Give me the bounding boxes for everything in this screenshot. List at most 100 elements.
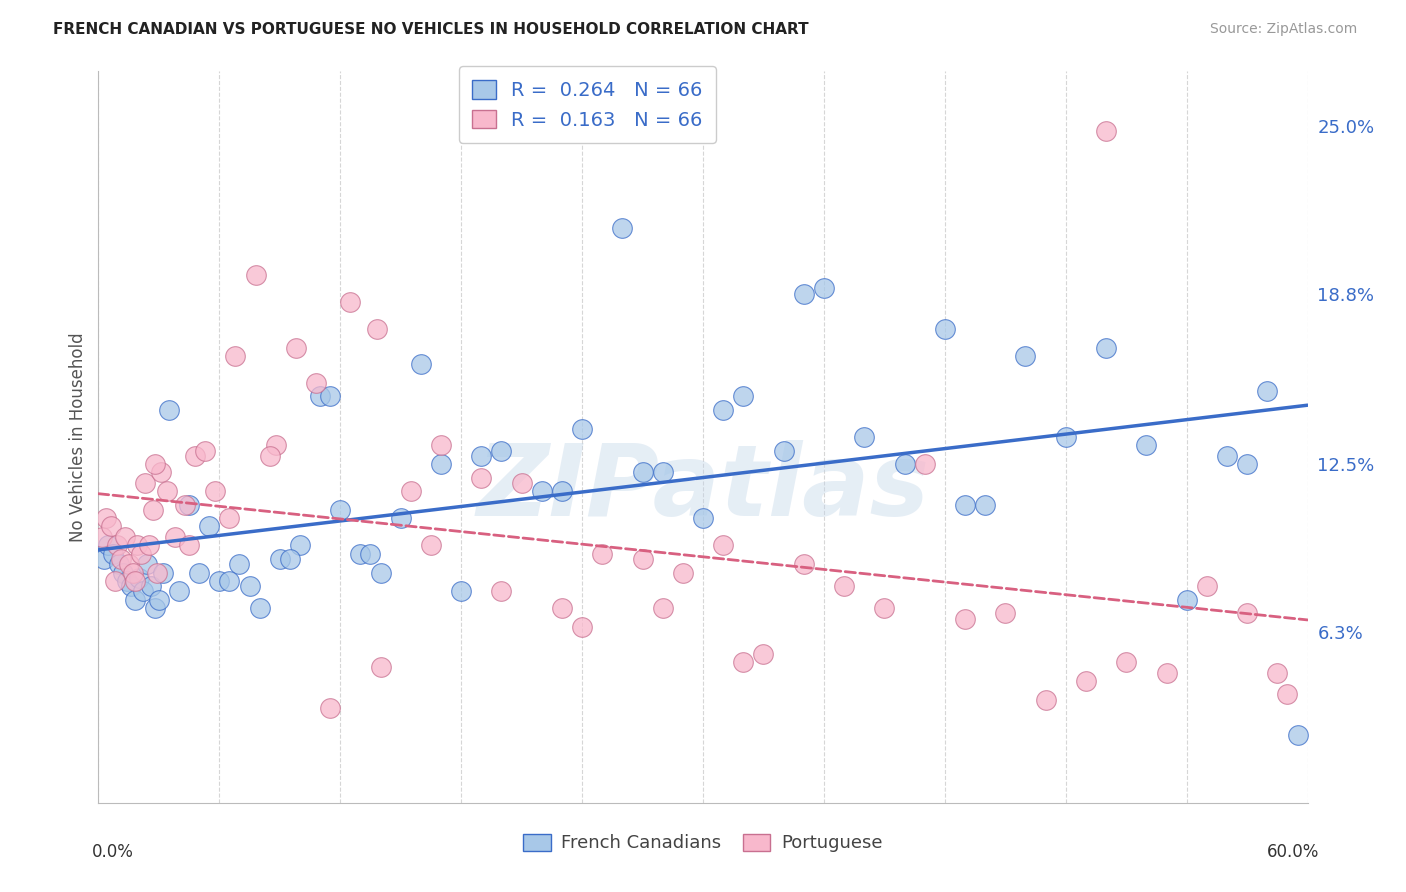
Point xyxy=(711,403,734,417)
Point xyxy=(124,574,146,588)
Point xyxy=(914,457,936,471)
Point xyxy=(450,584,472,599)
Point xyxy=(157,403,180,417)
Point xyxy=(138,538,160,552)
Point xyxy=(167,584,190,599)
Point xyxy=(124,592,146,607)
Point xyxy=(953,498,976,512)
Point xyxy=(288,538,311,552)
Point xyxy=(284,341,307,355)
Point xyxy=(672,566,695,580)
Point xyxy=(420,538,443,552)
Point xyxy=(309,389,332,403)
Point xyxy=(239,579,262,593)
Point xyxy=(208,574,231,588)
Point xyxy=(873,600,896,615)
Point xyxy=(389,511,412,525)
Point xyxy=(1074,673,1097,688)
Point xyxy=(111,566,134,580)
Point xyxy=(101,547,124,561)
Point xyxy=(1054,430,1077,444)
Point xyxy=(1195,579,1218,593)
Point xyxy=(631,465,654,479)
Point xyxy=(853,430,876,444)
Point xyxy=(631,552,654,566)
Point xyxy=(132,584,155,599)
Point xyxy=(259,449,281,463)
Point xyxy=(218,574,240,588)
Point xyxy=(1156,665,1178,680)
Point xyxy=(1286,728,1309,742)
Point xyxy=(793,558,815,572)
Point xyxy=(430,457,453,471)
Point xyxy=(163,530,186,544)
Point xyxy=(125,538,148,552)
Point xyxy=(269,552,291,566)
Point xyxy=(470,471,492,485)
Point xyxy=(399,484,422,499)
Point xyxy=(143,600,166,615)
Point xyxy=(491,443,513,458)
Point xyxy=(107,558,129,572)
Point xyxy=(934,322,956,336)
Point xyxy=(204,484,226,499)
Point xyxy=(1095,124,1118,138)
Point xyxy=(264,438,287,452)
Point xyxy=(152,566,174,580)
Point xyxy=(1095,341,1118,355)
Point xyxy=(118,558,141,572)
Point xyxy=(218,511,240,525)
Point xyxy=(319,389,342,403)
Point xyxy=(142,503,165,517)
Point xyxy=(733,655,755,669)
Point xyxy=(510,476,533,491)
Point xyxy=(139,579,162,593)
Point xyxy=(612,221,634,235)
Point xyxy=(120,579,142,593)
Point xyxy=(651,600,673,615)
Text: 60.0%: 60.0% xyxy=(1267,843,1319,861)
Point xyxy=(813,281,835,295)
Y-axis label: No Vehicles in Household: No Vehicles in Household xyxy=(69,332,87,542)
Point xyxy=(360,547,382,561)
Point xyxy=(551,484,574,499)
Point xyxy=(148,592,170,607)
Point xyxy=(110,552,132,566)
Point xyxy=(143,457,166,471)
Text: Source: ZipAtlas.com: Source: ZipAtlas.com xyxy=(1209,22,1357,37)
Point xyxy=(179,498,201,512)
Point xyxy=(1175,592,1198,607)
Point xyxy=(339,294,361,309)
Point xyxy=(733,389,755,403)
Point xyxy=(651,465,673,479)
Point xyxy=(370,660,392,674)
Point xyxy=(100,519,122,533)
Point xyxy=(692,511,714,525)
Point xyxy=(134,476,156,491)
Point xyxy=(96,511,118,525)
Point xyxy=(953,611,976,625)
Point xyxy=(224,349,246,363)
Point xyxy=(1014,349,1036,363)
Point xyxy=(711,538,734,552)
Point xyxy=(974,498,997,512)
Point xyxy=(551,600,574,615)
Point xyxy=(198,519,221,533)
Point xyxy=(188,566,211,580)
Point xyxy=(571,620,593,634)
Point xyxy=(491,584,513,599)
Point xyxy=(366,322,388,336)
Point xyxy=(1256,384,1278,398)
Point xyxy=(184,449,207,463)
Point xyxy=(128,571,150,585)
Point xyxy=(121,566,143,580)
Point xyxy=(319,701,342,715)
Point xyxy=(370,566,392,580)
Point xyxy=(249,600,271,615)
Point xyxy=(591,547,613,561)
Point xyxy=(772,443,794,458)
Point xyxy=(1236,457,1258,471)
Point xyxy=(278,552,301,566)
Point xyxy=(1236,606,1258,620)
Point xyxy=(349,547,371,561)
